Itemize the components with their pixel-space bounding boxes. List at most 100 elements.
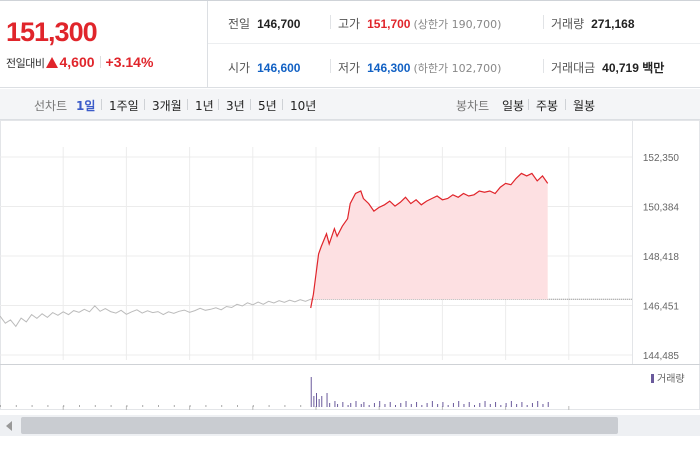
volume-bar (205, 405, 207, 407)
stat-value: 40,719 백만 (602, 61, 665, 75)
quote-stats: 전일 146,700 고가 151,700 (상한가 190,700) 거래량 271,… (208, 1, 700, 88)
stat-label: 시가 (228, 61, 251, 75)
volume-bar (410, 404, 412, 407)
divider (565, 99, 566, 110)
candle-weekly-button[interactable]: 주봉 (536, 99, 559, 113)
divider (187, 99, 188, 110)
divider (144, 99, 145, 110)
divider (282, 99, 283, 110)
stat-value: 146,600 (257, 61, 301, 75)
stat-value: 146,700 (257, 17, 301, 31)
change-row: 전일대비 4,600 +3.14% (6, 54, 153, 71)
change-label: 전일대비 (6, 57, 45, 70)
divider (218, 99, 219, 110)
stat-volume: 거래량 271,168 (551, 15, 635, 32)
period-1y-button[interactable]: 1년 (195, 99, 214, 113)
intraday-chart[interactable]: 152,350 150,384 148,418 146,451 144,485 거래량 (0, 120, 700, 410)
quote-header: 151,300 전일대비 4,600 +3.14% 전일 146,700 고가 151,… (0, 0, 700, 88)
price-box: 151,300 전일대비 4,600 +3.14% (0, 1, 208, 88)
volume-bar (395, 405, 396, 407)
volume-bar (505, 403, 507, 407)
candle-chart-label: 봉차트 (456, 99, 490, 113)
volume-bar (79, 405, 80, 407)
divider (528, 99, 529, 110)
volume-bar (173, 405, 175, 407)
chart-scrollbar[interactable] (0, 415, 700, 436)
volume-bar (94, 405, 96, 407)
period-3y-button[interactable]: 3년 (226, 99, 245, 113)
volume-bar (300, 405, 302, 407)
volume-bar (474, 405, 475, 407)
change-percent: +3.14% (105, 54, 154, 70)
period-1w-button[interactable]: 1주일 (109, 99, 139, 113)
period-5y-button[interactable]: 5년 (258, 99, 277, 113)
volume-bar (126, 405, 128, 407)
volume-bar (500, 405, 502, 407)
chart-period-toolbar: 선차트 1일 1주일 3개월 1년 3년 5년 10년 봉차트 일봉 주봉 월봉 (0, 89, 700, 120)
volume-bar (268, 405, 270, 407)
volume-bar (468, 402, 470, 407)
volume-bar (321, 396, 323, 407)
period-1d-button[interactable]: 1일 (76, 99, 96, 113)
volume-bar (452, 403, 454, 407)
up-triangle-icon (46, 57, 59, 68)
stat-high: 고가 151,700 (상한가 190,700) (338, 15, 501, 32)
volume-legend-swatch (651, 374, 654, 383)
volume-bar (355, 401, 357, 407)
volume-bar (368, 405, 370, 407)
volume-bar (463, 404, 465, 407)
volume-bar (158, 405, 159, 407)
today-price-line (310, 172, 549, 309)
period-10y-button[interactable]: 10년 (290, 99, 317, 113)
candle-daily-button[interactable]: 일봉 (502, 99, 525, 113)
scrollbar-thumb[interactable] (21, 417, 618, 434)
y-tick-label: 150,384 (643, 203, 680, 214)
volume-bar (329, 403, 331, 407)
stat-value: 151,700 (367, 17, 411, 31)
volume-bar (531, 403, 533, 407)
stat-sub: (하한가 102,700) (413, 62, 502, 75)
volume-legend-label: 거래량 (657, 373, 685, 385)
y-tick-label: 148,418 (643, 252, 680, 263)
stat-turnover: 거래대금 40,719 백만 (551, 59, 664, 76)
volume-bar (416, 402, 418, 407)
volume-bar (526, 405, 528, 407)
volume-bar (31, 405, 33, 407)
period-3m-button[interactable]: 3개월 (152, 99, 182, 113)
volume-bar (310, 377, 312, 407)
volume-bar (484, 401, 486, 407)
volume-bar (537, 401, 539, 407)
volume-bar (384, 404, 386, 407)
stat-value: 146,300 (367, 61, 411, 75)
volume-bar (431, 401, 433, 407)
volume-bar (373, 403, 375, 407)
volume-bar (547, 402, 549, 407)
volume-bar (479, 403, 481, 407)
today-area (310, 173, 548, 308)
volume-bar (521, 402, 523, 407)
volume-bar (426, 403, 428, 407)
divider (543, 59, 544, 73)
change-value: 4,600 (59, 54, 95, 70)
volume-bar (458, 401, 460, 407)
volume-bar (189, 405, 191, 407)
volume-bar (421, 405, 423, 407)
y-tick-label: 146,451 (643, 302, 680, 313)
scroll-left-icon[interactable] (6, 421, 12, 431)
volume-bar (447, 405, 449, 407)
line-chart-label: 선차트 (34, 99, 68, 113)
volume-bar (318, 399, 320, 407)
volume-bar (316, 393, 317, 407)
volume-bar (379, 401, 381, 407)
volume-bar (342, 402, 344, 407)
previous-session-line (0, 298, 311, 328)
volume-bar (313, 396, 315, 407)
stats-row-2: 시가 146,600 저가 146,300 (하한가 102,700) 거래대금 40,… (208, 45, 700, 88)
volume-bar (284, 405, 286, 407)
stats-row-1: 전일 146,700 고가 151,700 (상한가 190,700) 거래량 271,… (208, 1, 700, 44)
volume-bar (389, 402, 391, 407)
candle-monthly-button[interactable]: 월봉 (573, 99, 596, 113)
volume-bar (363, 402, 365, 407)
volume-bar (47, 405, 49, 407)
stat-open: 시가 146,600 (228, 59, 300, 76)
